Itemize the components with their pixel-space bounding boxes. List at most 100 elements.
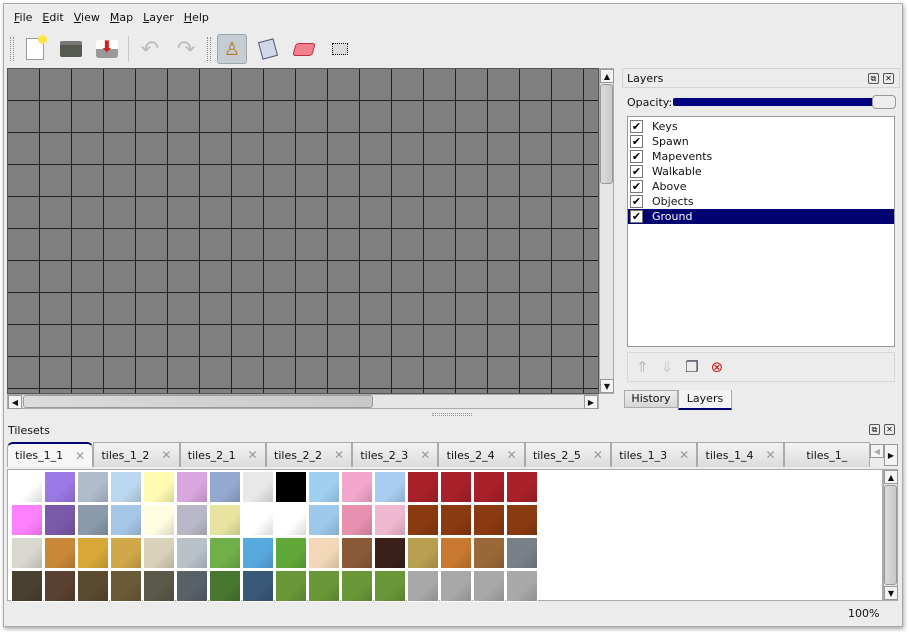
- tile[interactable]: [242, 570, 274, 602]
- rect-select-button[interactable]: [325, 34, 355, 64]
- tab-scroll-right[interactable]: ▶: [884, 444, 898, 466]
- tile[interactable]: [143, 570, 175, 602]
- tile[interactable]: [473, 570, 505, 602]
- tileset-tab[interactable]: tiles_2_4 ✕: [438, 442, 525, 467]
- close-tab-icon[interactable]: ✕: [333, 448, 345, 462]
- tile[interactable]: [44, 504, 76, 536]
- layer-row[interactable]: ✔ Walkable: [628, 164, 894, 179]
- tile[interactable]: [209, 504, 241, 536]
- map-canvas[interactable]: [7, 68, 599, 394]
- tile[interactable]: [110, 537, 142, 569]
- tile[interactable]: [242, 504, 274, 536]
- float-icon[interactable]: ⧉: [868, 73, 879, 84]
- tile[interactable]: [11, 537, 43, 569]
- tileset-vertical-scrollbar[interactable]: ▲ ▼: [883, 469, 898, 601]
- menu-file[interactable]: File: [14, 11, 33, 24]
- tile[interactable]: [143, 537, 175, 569]
- stamp-brush-button[interactable]: ♙: [217, 34, 247, 64]
- tile[interactable]: [275, 537, 307, 569]
- tile[interactable]: [407, 504, 439, 536]
- layer-row[interactable]: ✔ Spawn: [628, 134, 894, 149]
- menu-edit[interactable]: Edit: [42, 11, 64, 24]
- tile[interactable]: [308, 504, 340, 536]
- tile[interactable]: [506, 471, 538, 503]
- tileset-tab[interactable]: tiles_2_5 ✕: [524, 442, 612, 467]
- tile[interactable]: [407, 570, 439, 602]
- tile[interactable]: [506, 504, 538, 536]
- close-tab-icon[interactable]: ✕: [592, 448, 603, 462]
- layer-visibility-checkbox[interactable]: ✔: [630, 135, 643, 148]
- undo-button[interactable]: ↶: [135, 34, 165, 64]
- tile[interactable]: [77, 537, 109, 569]
- tile[interactable]: [44, 537, 76, 569]
- menu-map[interactable]: Map: [109, 11, 134, 24]
- close-tab-icon[interactable]: ✕: [75, 448, 86, 463]
- scroll-thumb[interactable]: [600, 84, 613, 184]
- tile[interactable]: [110, 570, 142, 602]
- tile[interactable]: [77, 471, 109, 503]
- tile[interactable]: [341, 504, 373, 536]
- tile[interactable]: [308, 570, 340, 602]
- scroll-up-arrow[interactable]: ▲: [600, 69, 614, 83]
- tile[interactable]: [506, 537, 538, 569]
- close-icon[interactable]: ✕: [883, 73, 894, 84]
- close-tab-icon[interactable]: ✕: [765, 448, 776, 462]
- layer-row[interactable]: ✔ Mapevents: [628, 149, 894, 164]
- tileset-tab[interactable]: tiles_1_3 ✕: [611, 442, 698, 467]
- scroll-right-arrow[interactable]: ▶: [584, 395, 598, 409]
- tile[interactable]: [275, 471, 307, 503]
- tile[interactable]: [143, 471, 175, 503]
- splitter-handle[interactable]: [432, 413, 472, 416]
- tileset-tab[interactable]: tiles_1_: [783, 442, 870, 467]
- menu-view[interactable]: View: [73, 11, 100, 24]
- float-icon[interactable]: ⧉: [869, 424, 880, 435]
- tileset-view[interactable]: [7, 469, 883, 602]
- toolbar-grip[interactable]: [10, 37, 14, 61]
- layer-visibility-checkbox[interactable]: ✔: [630, 195, 643, 208]
- tile[interactable]: [440, 471, 472, 503]
- menu-help[interactable]: Help: [183, 11, 209, 24]
- scroll-thumb[interactable]: [23, 395, 373, 408]
- tileset-tab[interactable]: tiles_1_4 ✕: [697, 442, 784, 467]
- tile[interactable]: [44, 471, 76, 503]
- tile[interactable]: [275, 504, 307, 536]
- tile[interactable]: [374, 471, 406, 503]
- tile[interactable]: [242, 471, 274, 503]
- delete-layer-icon[interactable]: ⊗: [710, 358, 724, 376]
- layer-row[interactable]: ✔ Keys: [628, 119, 894, 134]
- close-tab-icon[interactable]: ✕: [247, 448, 258, 462]
- layer-visibility-checkbox[interactable]: ✔: [630, 150, 643, 163]
- raise-layer-icon[interactable]: ⇑: [636, 358, 649, 376]
- tile[interactable]: [110, 471, 142, 503]
- tileset-tab[interactable]: tiles_2_2 ✕: [265, 442, 353, 467]
- lower-layer-icon[interactable]: ⇓: [660, 358, 674, 376]
- tileset-tab[interactable]: tiles_1_1 ✕: [7, 442, 94, 467]
- tile[interactable]: [473, 504, 505, 536]
- tile[interactable]: [11, 570, 43, 602]
- tile[interactable]: [308, 537, 340, 569]
- tile[interactable]: [44, 570, 76, 602]
- toolbar-grip[interactable]: [207, 37, 211, 61]
- tile[interactable]: [308, 471, 340, 503]
- tile[interactable]: [374, 504, 406, 536]
- tile[interactable]: [11, 504, 43, 536]
- tile[interactable]: [176, 570, 208, 602]
- eraser-button[interactable]: [289, 34, 319, 64]
- tile[interactable]: [209, 471, 241, 503]
- tile[interactable]: [341, 471, 373, 503]
- scroll-thumb[interactable]: [884, 485, 897, 585]
- duplicate-layer-icon[interactable]: ❐: [685, 358, 699, 376]
- tileset-tab[interactable]: tiles_2_3 ✕: [352, 442, 439, 467]
- layer-visibility-checkbox[interactable]: ✔: [630, 120, 643, 133]
- layer-visibility-checkbox[interactable]: ✔: [630, 180, 643, 193]
- scroll-left-arrow[interactable]: ◀: [8, 395, 22, 409]
- tile[interactable]: [407, 537, 439, 569]
- map-horizontal-scrollbar[interactable]: ◀ ▶: [7, 394, 599, 409]
- tile[interactable]: [77, 570, 109, 602]
- new-map-button[interactable]: [20, 34, 50, 64]
- tile[interactable]: [209, 537, 241, 569]
- close-tab-icon[interactable]: ✕: [506, 448, 517, 462]
- open-button[interactable]: [56, 34, 86, 64]
- tab-scroll-left[interactable]: ◀: [870, 444, 884, 458]
- tile[interactable]: [341, 570, 373, 602]
